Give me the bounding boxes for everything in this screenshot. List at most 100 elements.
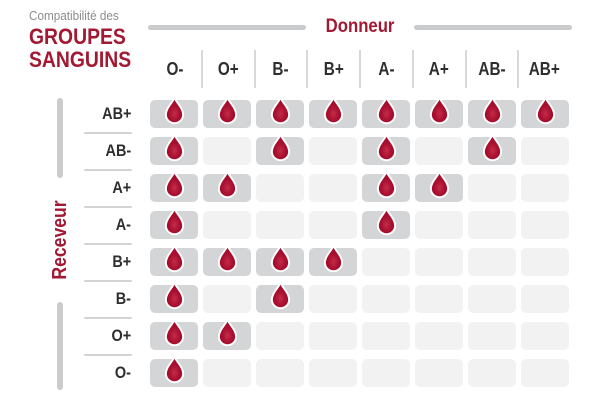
donor-axis: Donneur bbox=[148, 16, 573, 37]
compatibility-grid bbox=[150, 96, 569, 387]
cell-bpos-from-opos bbox=[203, 244, 251, 276]
blood-drop-icon bbox=[164, 133, 184, 162]
cell-aneg-from-oneg bbox=[150, 207, 198, 239]
donor-rule-left bbox=[148, 24, 306, 30]
receiver-label-aneg: A- bbox=[84, 211, 132, 239]
donor-header-aneg: A- bbox=[361, 59, 412, 80]
cell-opos-from-apos bbox=[415, 322, 463, 350]
row-divider bbox=[84, 316, 132, 319]
donor-header-label: O+ bbox=[217, 58, 239, 79]
receiver-label-bpos: B+ bbox=[84, 248, 132, 276]
cell-oneg-from-abpos bbox=[521, 359, 569, 387]
cell-apos-from-abpos bbox=[521, 174, 569, 202]
row-divider bbox=[84, 168, 132, 171]
cell-bneg-from-apos bbox=[415, 285, 463, 313]
cell-oneg-from-bneg bbox=[256, 359, 304, 387]
donor-header-abpos: AB+ bbox=[519, 59, 570, 80]
cell-bneg-from-abneg bbox=[468, 285, 516, 313]
cell-aneg-from-aneg bbox=[362, 207, 410, 239]
donor-header-apos: A+ bbox=[414, 59, 465, 80]
blood-drop-icon bbox=[376, 96, 396, 125]
blood-drop-icon bbox=[482, 96, 502, 125]
cell-abpos-from-aneg bbox=[362, 96, 410, 128]
cell-abpos-from-abpos bbox=[521, 96, 569, 128]
cell-aneg-from-bpos bbox=[309, 211, 357, 239]
donor-header-label: AB+ bbox=[529, 58, 561, 79]
receiver-labels: AB+ AB- A+ A- B+ B- O+ O- bbox=[84, 100, 132, 387]
receiver-label-text: O- bbox=[114, 363, 131, 382]
column-divider bbox=[464, 50, 467, 88]
cell-bneg-from-aneg bbox=[362, 285, 410, 313]
receiver-label-text: O+ bbox=[111, 326, 131, 345]
blood-drop-icon bbox=[323, 96, 343, 125]
blood-drop-icon bbox=[164, 170, 184, 199]
cell-bpos-from-bneg bbox=[256, 244, 304, 276]
blood-drop-icon bbox=[482, 133, 502, 162]
cell-opos-from-abpos bbox=[521, 322, 569, 350]
cell-abpos-from-abneg bbox=[468, 96, 516, 128]
cell-abneg-from-opos bbox=[203, 137, 251, 165]
column-divider bbox=[411, 50, 414, 88]
blood-drop-icon bbox=[376, 170, 396, 199]
cell-oneg-from-opos bbox=[203, 359, 251, 387]
blood-drop-icon bbox=[376, 207, 396, 236]
cell-bneg-from-bpos bbox=[309, 285, 357, 313]
receiver-axis-rule-bottom bbox=[57, 302, 63, 390]
column-divider bbox=[517, 50, 520, 88]
receiver-label-text: AB- bbox=[105, 141, 131, 160]
blood-drop-icon bbox=[164, 281, 184, 310]
cell-bpos-from-abpos bbox=[521, 248, 569, 276]
cell-apos-from-apos bbox=[415, 170, 463, 202]
blood-drop-icon bbox=[217, 244, 237, 273]
blood-drop-icon bbox=[217, 170, 237, 199]
cell-apos-from-aneg bbox=[362, 170, 410, 202]
cell-bpos-from-oneg bbox=[150, 244, 198, 276]
receiver-label-text: A+ bbox=[112, 178, 131, 197]
cell-opos-from-bpos bbox=[309, 322, 357, 350]
cell-abpos-from-bneg bbox=[256, 96, 304, 128]
blood-drop-icon bbox=[429, 96, 449, 125]
cell-opos-from-abneg bbox=[468, 322, 516, 350]
cell-abneg-from-oneg bbox=[150, 133, 198, 165]
cell-abpos-from-oneg bbox=[150, 96, 198, 128]
cell-aneg-from-abpos bbox=[521, 211, 569, 239]
cell-bpos-from-bpos bbox=[309, 244, 357, 276]
receiver-label-oneg: O- bbox=[84, 359, 132, 387]
blood-drop-icon bbox=[164, 355, 184, 384]
column-divider bbox=[253, 50, 256, 88]
blood-drop-icon bbox=[164, 244, 184, 273]
cell-aneg-from-bneg bbox=[256, 211, 304, 239]
donor-header-label: B- bbox=[272, 58, 289, 79]
cell-abneg-from-abneg bbox=[468, 133, 516, 165]
donor-rule-right bbox=[414, 24, 573, 30]
cell-oneg-from-oneg bbox=[150, 355, 198, 387]
receiver-label-text: AB+ bbox=[101, 104, 131, 123]
donor-header-label: A- bbox=[378, 58, 395, 79]
blood-drop-icon bbox=[270, 96, 290, 125]
receiver-axis-label: Receveur bbox=[48, 200, 71, 280]
blood-drop-icon bbox=[429, 170, 449, 199]
chart-title-line2: SANGUINS bbox=[29, 47, 132, 72]
cell-aneg-from-opos bbox=[203, 211, 251, 239]
receiver-label-abpos: AB+ bbox=[84, 100, 132, 128]
receiver-label-bneg: B- bbox=[84, 285, 132, 313]
donor-header-label: B+ bbox=[323, 58, 344, 79]
donor-header-abneg: AB- bbox=[467, 59, 518, 80]
cell-oneg-from-bpos bbox=[309, 359, 357, 387]
cell-opos-from-opos bbox=[203, 318, 251, 350]
blood-drop-icon bbox=[217, 318, 237, 347]
blood-drop-icon bbox=[164, 96, 184, 125]
cell-abneg-from-apos bbox=[415, 137, 463, 165]
cell-apos-from-bneg bbox=[256, 174, 304, 202]
title-block: Compatibilité des GROUPES SANGUINS bbox=[29, 8, 145, 71]
cell-bneg-from-abpos bbox=[521, 285, 569, 313]
row-divider bbox=[84, 279, 132, 282]
receiver-label-opos: O+ bbox=[84, 322, 132, 350]
cell-apos-from-opos bbox=[203, 170, 251, 202]
blood-drop-icon bbox=[270, 281, 290, 310]
cell-abneg-from-abpos bbox=[521, 137, 569, 165]
chart-eyebrow: Compatibilité des bbox=[29, 8, 119, 23]
column-divider bbox=[359, 50, 361, 88]
donor-axis-label: Donneur bbox=[325, 16, 395, 37]
